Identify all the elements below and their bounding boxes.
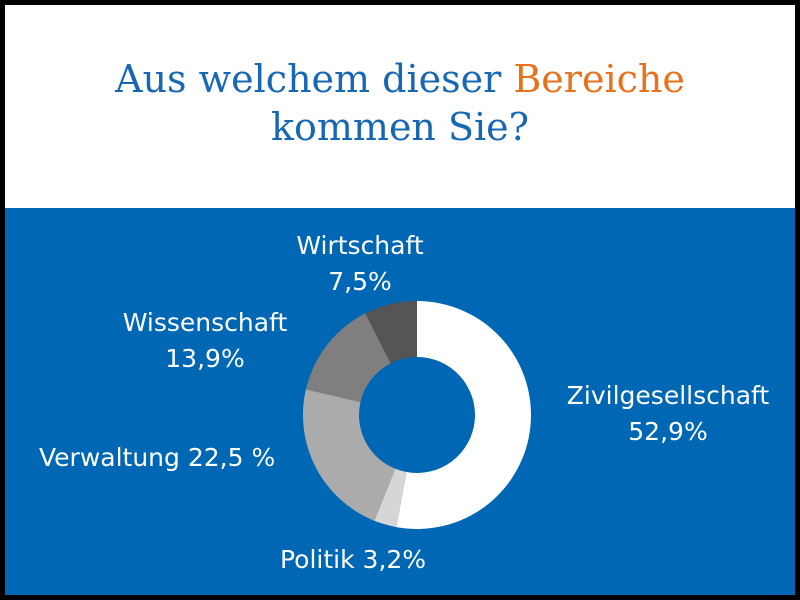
donut-slice-verwaltung xyxy=(302,389,396,521)
title-line2: kommen Sie? xyxy=(270,105,530,149)
chart-frame: Aus welchem dieser Bereiche kommen Sie? … xyxy=(5,5,795,595)
label-wirtschaft-name: Wirtschaft xyxy=(296,231,424,260)
label-verwaltung: Verwaltung 22,5 % xyxy=(39,443,276,472)
label-zivilgesellschaft: Zivilgesellschaft 52,9% xyxy=(543,378,793,450)
label-wissenschaft: Wissenschaft 13,9% xyxy=(105,305,305,377)
title-part1: Aus welchem dieser xyxy=(115,57,514,101)
donut-slice-wissenschaft xyxy=(305,313,391,402)
donut-slice-politik xyxy=(374,468,407,528)
label-wissenschaft-value: 13,9% xyxy=(165,344,245,373)
label-politik: Politik 3,2% xyxy=(280,545,427,574)
header: Aus welchem dieser Bereiche kommen Sie? xyxy=(5,5,795,208)
chart-title: Aus welchem dieser Bereiche kommen Sie? xyxy=(5,55,795,151)
donut-slice-zivilgesellschaft xyxy=(396,301,531,529)
donut-slice-wirtschaft xyxy=(365,301,417,364)
label-wirtschaft-value: 7,5% xyxy=(328,267,392,296)
donut-chart xyxy=(302,301,531,529)
title-accent-word: Bereiche xyxy=(513,57,685,101)
label-zivilgesellschaft-value: 52,9% xyxy=(628,417,708,446)
label-zivilgesellschaft-name: Zivilgesellschaft xyxy=(566,381,770,410)
label-wissenschaft-name: Wissenschaft xyxy=(122,308,288,337)
label-wirtschaft: Wirtschaft 7,5% xyxy=(280,228,440,300)
chart-panel: Wirtschaft 7,5% Wissenschaft 13,9% Verwa… xyxy=(5,208,795,595)
